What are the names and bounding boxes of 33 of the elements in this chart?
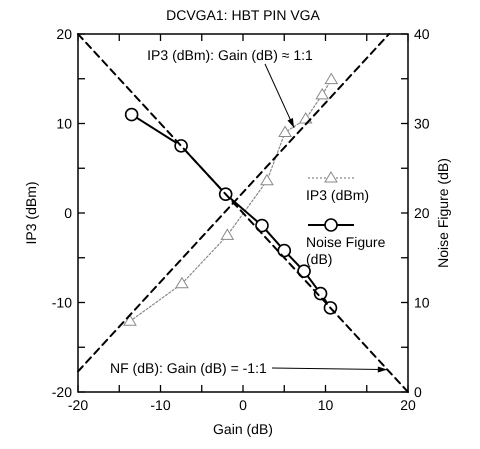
- y2-tick-label: 0: [414, 384, 422, 400]
- point: [220, 228, 234, 240]
- point: [324, 73, 338, 84]
- x-tick-label: -20: [68, 397, 88, 413]
- x-tick-label: 0: [239, 397, 248, 413]
- legend-label: Noise Figure (dB): [306, 234, 386, 267]
- legend-label: IP3 (dBm): [306, 187, 370, 203]
- y-tick-label: -20: [52, 384, 72, 400]
- y2-tick-label: 10: [414, 294, 430, 310]
- point: [123, 314, 136, 326]
- point: [175, 277, 188, 288]
- x-tick-label: -10: [150, 397, 171, 413]
- point: [260, 174, 274, 186]
- x-axis-title: Gain (dB): [213, 421, 273, 437]
- x-tick-label: 10: [318, 397, 334, 413]
- chart-title: DCVGA1: HBT PIN VGA: [166, 7, 321, 23]
- y2-tick-label: 20: [414, 205, 430, 221]
- y-tick-label: 20: [56, 26, 72, 42]
- point: [255, 218, 269, 232]
- y-tick-label: 10: [56, 116, 72, 132]
- y2-axis-title: Noise Figure (dB): [435, 158, 451, 268]
- point: [277, 244, 292, 258]
- y-tick-label: -10: [52, 294, 72, 310]
- point: [124, 108, 138, 122]
- y2-tick-label: 40: [414, 26, 430, 42]
- annotation: IP3 (dBm): Gain (dB) ≈ 1:1: [147, 47, 314, 63]
- point: [278, 126, 292, 137]
- point: [316, 88, 329, 100]
- y-tick-label: 0: [64, 205, 72, 221]
- y-axis-title: IP3 (dBm): [23, 181, 39, 245]
- annotation: NF (dB): Gain (dB) = -1:1: [110, 360, 267, 376]
- x-tick-label: 20: [400, 397, 416, 413]
- y2-tick-label: 30: [414, 116, 430, 132]
